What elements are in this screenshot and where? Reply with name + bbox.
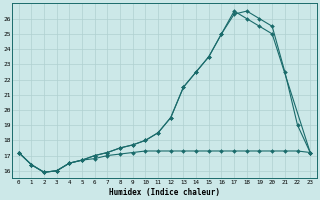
X-axis label: Humidex (Indice chaleur): Humidex (Indice chaleur) [109, 188, 220, 197]
